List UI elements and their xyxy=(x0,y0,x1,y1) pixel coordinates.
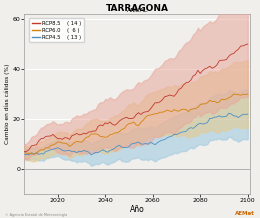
Text: © Agencia Estatal de Meteorología: © Agencia Estatal de Meteorología xyxy=(5,213,67,217)
Text: ANUAL: ANUAL xyxy=(127,8,148,13)
X-axis label: Año: Año xyxy=(130,205,145,214)
Title: TARRAGONA: TARRAGONA xyxy=(106,4,169,13)
Legend: RCP8.5    ( 14 ), RCP6.0    (  6 ), RCP4.5    ( 13 ): RCP8.5 ( 14 ), RCP6.0 ( 6 ), RCP4.5 ( 13… xyxy=(29,18,84,42)
Y-axis label: Cambio en días cálidos (%): Cambio en días cálidos (%) xyxy=(4,64,10,144)
Text: AEMet: AEMet xyxy=(235,211,255,216)
